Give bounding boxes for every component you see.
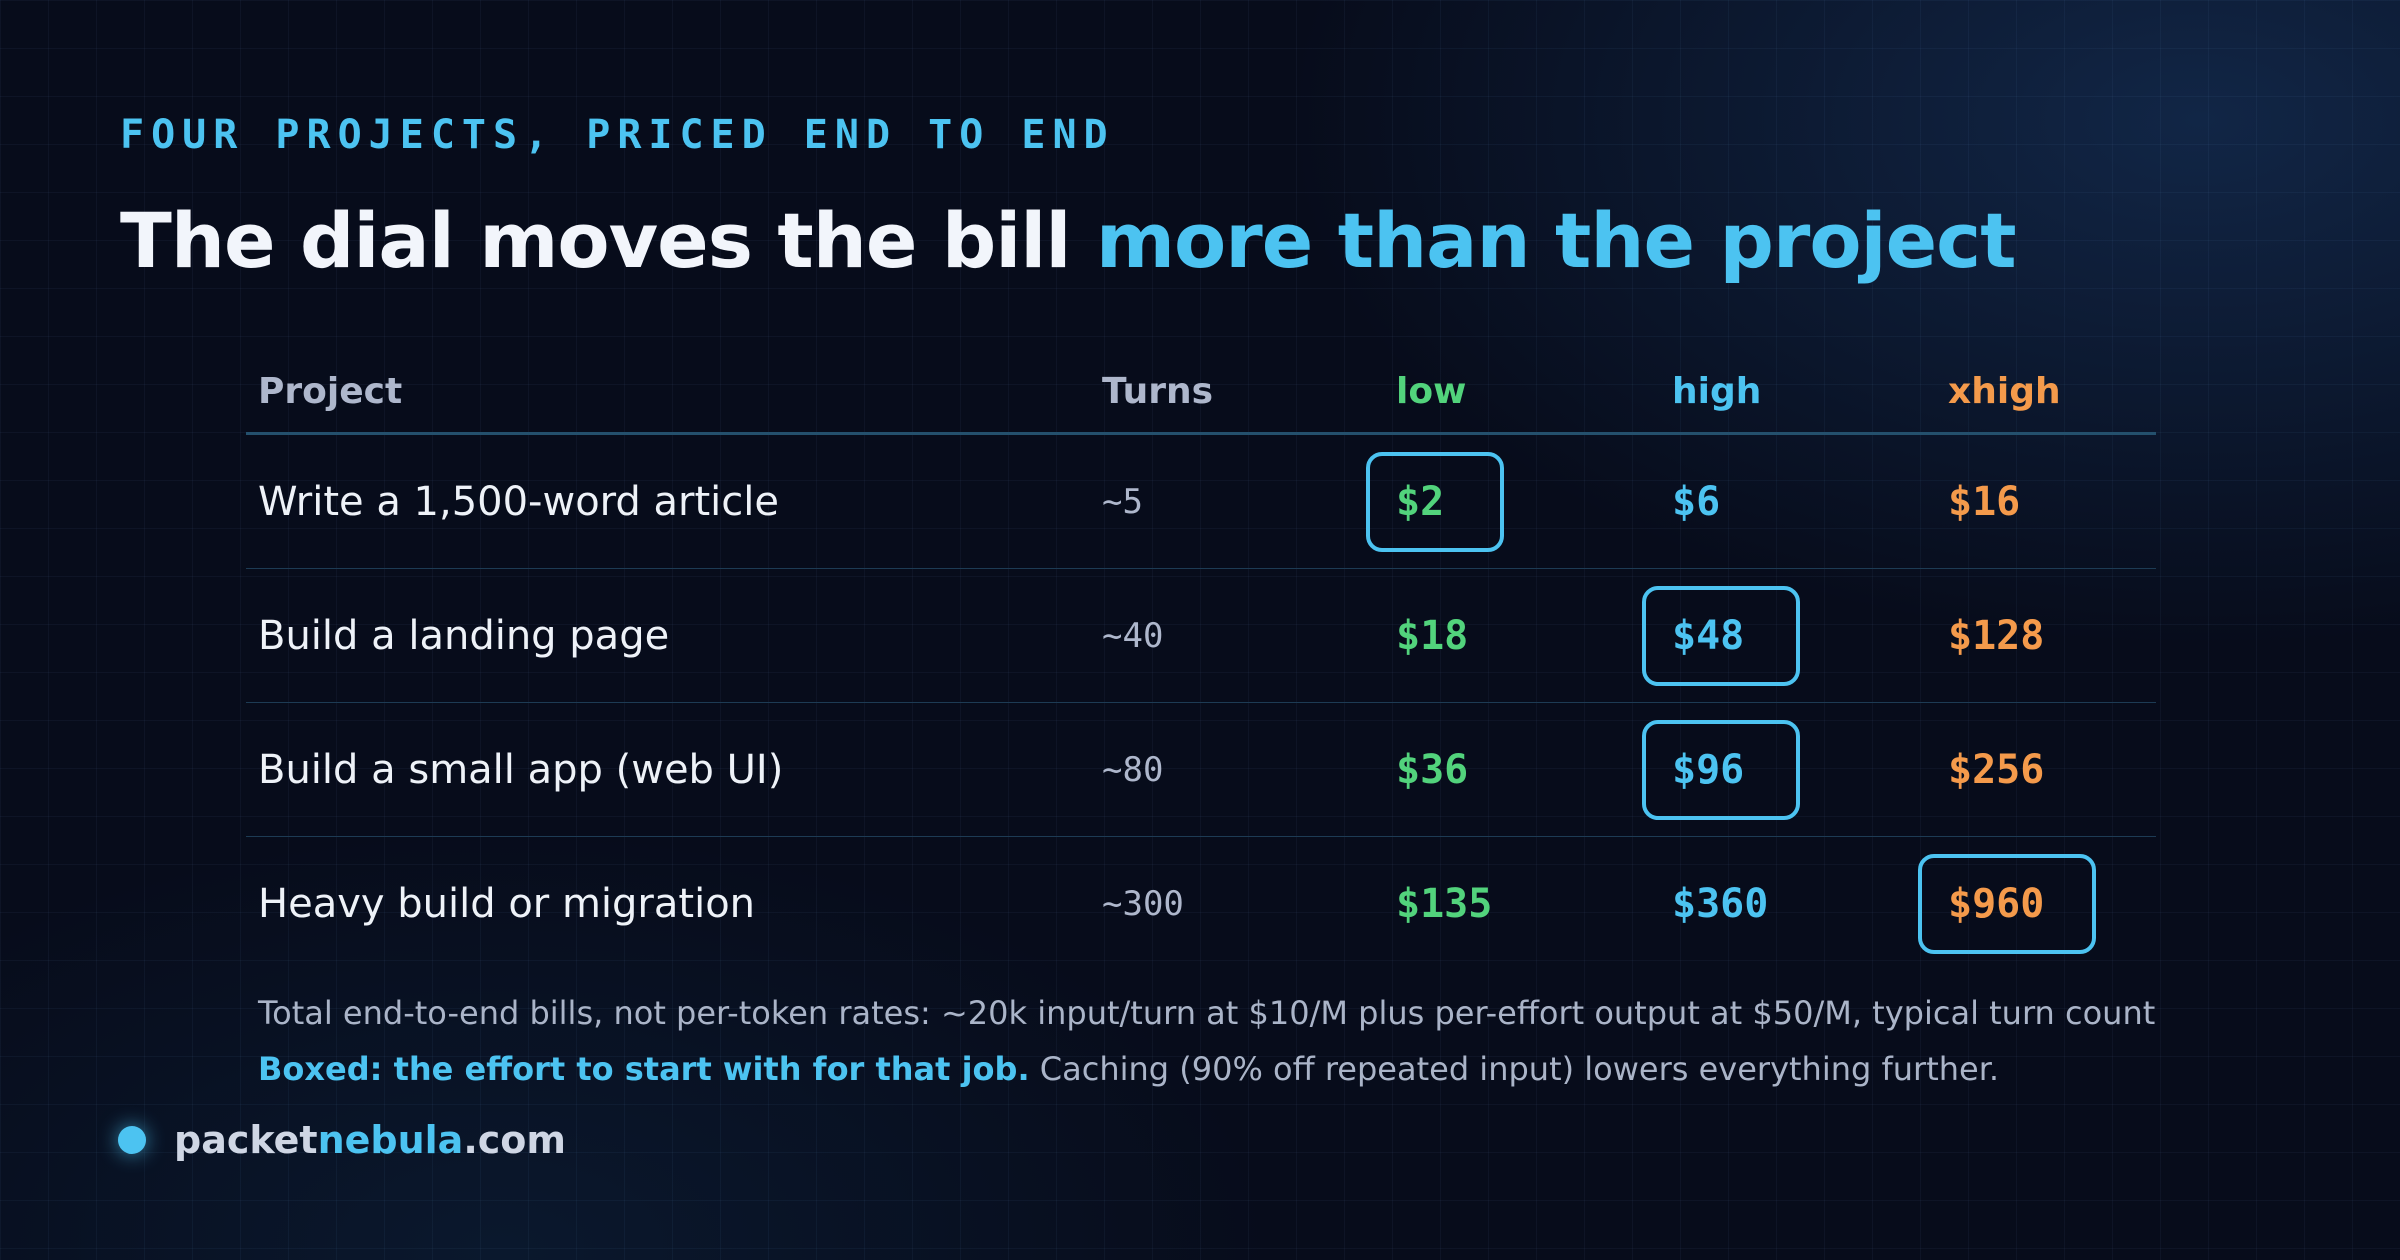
pricing-table: Project Turns low high xhigh Write a 1,5… (246, 350, 2156, 970)
title-lead: The dial moves the bill (120, 196, 1096, 285)
eyebrow-label: FOUR PROJECTS, PRICED END TO END (120, 112, 1115, 158)
brand-url: packet nebula .com (118, 1118, 566, 1162)
table-row: Heavy build or migration ~300 $135 $360 … (246, 837, 2156, 970)
footnote-boxed-rest: Caching (90% off repeated input) lowers … (1029, 1050, 2000, 1088)
title-accent: more than the project (1095, 196, 2017, 285)
price-high-boxed: $96 (1641, 719, 1801, 820)
table-row: Build a landing page ~40 $18 $48 $128 (246, 569, 2156, 703)
header-xhigh: xhigh (1948, 370, 2061, 412)
price-xhigh: $16 (1948, 478, 2021, 525)
project-name: Heavy build or migration (258, 880, 756, 927)
header-turns: Turns (1102, 370, 1214, 412)
footnote-rates: Total end-to-end bills, not per-token ra… (258, 994, 2156, 1032)
header-high: high (1672, 370, 1762, 412)
project-name: Build a landing page (258, 612, 670, 659)
price-high: $360 (1672, 880, 1769, 927)
table-row: Write a 1,500-word article ~5 $2 $6 $16 (246, 435, 2156, 569)
brand-post: .com (463, 1118, 566, 1162)
price-low: $18 (1396, 612, 1469, 659)
price-xhigh-boxed: $960 (1917, 853, 2097, 954)
price-low-boxed: $2 (1365, 451, 1505, 552)
price-low: $135 (1396, 880, 1493, 927)
footnote-boxed-strong: Boxed: the effort to start with for that… (258, 1050, 1030, 1088)
price-high-boxed: $48 (1641, 585, 1801, 686)
price-xhigh: $256 (1948, 746, 2045, 793)
page-title: The dial moves the bill more than the pr… (120, 196, 2017, 285)
brand-mid: nebula (317, 1118, 464, 1162)
project-name: Build a small app (web UI) (258, 746, 784, 793)
header-project: Project (258, 370, 403, 412)
project-name: Write a 1,500-word article (258, 478, 779, 525)
turns-value: ~80 (1102, 749, 1164, 790)
header-low: low (1396, 370, 1467, 412)
table-header-row: Project Turns low high xhigh (246, 350, 2156, 435)
footnote-boxed: Boxed: the effort to start with for that… (258, 1050, 1999, 1088)
price-low: $36 (1396, 746, 1469, 793)
price-high: $6 (1672, 478, 1721, 525)
turns-value: ~300 (1102, 883, 1184, 924)
turns-value: ~5 (1102, 481, 1143, 522)
brand-dot-icon (118, 1126, 146, 1154)
turns-value: ~40 (1102, 615, 1164, 656)
price-xhigh: $128 (1948, 612, 2045, 659)
brand-pre: packet (174, 1118, 318, 1162)
table-row: Build a small app (web UI) ~80 $36 $96 $… (246, 703, 2156, 837)
